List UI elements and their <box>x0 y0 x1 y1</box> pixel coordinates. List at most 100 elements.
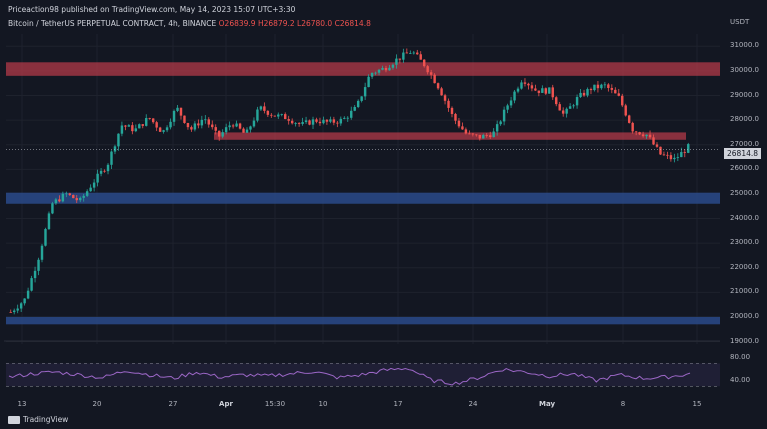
candle-body <box>457 120 461 127</box>
candle-body <box>9 312 12 313</box>
price-tick: 27000.0 <box>730 139 759 148</box>
chart-grid <box>6 34 720 344</box>
candle-body <box>249 126 252 130</box>
candle-body <box>509 100 513 106</box>
last-price-tag: 26814.8 <box>724 148 762 159</box>
candle-body <box>568 106 572 109</box>
candle-body <box>356 100 360 107</box>
price-tick: 25000.0 <box>730 188 759 197</box>
candle-body <box>235 123 238 127</box>
candle-body <box>561 110 565 114</box>
candle-body <box>242 128 245 133</box>
rsi-tick-40: 40.00 <box>730 376 751 384</box>
candle-body <box>23 298 26 304</box>
candle-body <box>224 127 228 133</box>
candle-body <box>391 64 395 68</box>
candle-body <box>40 245 44 260</box>
candle-body <box>110 151 113 165</box>
time-tick: 10 <box>318 400 328 408</box>
price-tick: 28000.0 <box>730 115 759 124</box>
candle-body <box>582 92 586 96</box>
candle-body <box>325 119 329 122</box>
tradingview-icon <box>8 415 20 424</box>
candle-body <box>263 106 266 111</box>
candle-body <box>75 198 78 201</box>
time-tick: 8 <box>620 400 626 408</box>
candle-body <box>572 105 575 107</box>
candle-body <box>82 195 85 198</box>
candle-body <box>294 123 297 124</box>
candle-body <box>221 132 224 137</box>
candle-body <box>603 84 607 86</box>
candle-body <box>648 134 652 138</box>
candle-body <box>687 144 690 153</box>
candle-body <box>127 125 131 127</box>
candle-body <box>593 84 596 91</box>
time-tick: 13 <box>17 400 27 408</box>
candle-body <box>530 85 534 89</box>
candle-body <box>297 123 301 125</box>
candle-body <box>54 199 58 204</box>
candle-body <box>158 127 162 132</box>
candle-body <box>204 119 207 121</box>
candle-body <box>422 59 426 67</box>
candle-body <box>447 100 450 108</box>
candle-body <box>558 104 561 111</box>
candle-body <box>548 87 551 94</box>
candle-body <box>277 114 280 117</box>
candle-body <box>478 134 482 139</box>
candle-body <box>416 52 419 55</box>
candle-body <box>402 52 405 60</box>
support-zone <box>6 316 720 325</box>
candle-body <box>575 97 579 106</box>
candle-body <box>398 58 402 60</box>
time-tick: 27 <box>168 400 178 408</box>
candle-body <box>513 91 516 101</box>
candle-body <box>669 155 673 160</box>
time-tick: 17 <box>393 400 403 408</box>
candle-body <box>165 127 169 131</box>
candle-body <box>634 131 638 133</box>
candle-body <box>502 109 506 122</box>
candle-body <box>308 120 311 125</box>
candle-body <box>627 115 631 123</box>
candle-body <box>47 213 51 230</box>
support-zone <box>6 192 720 204</box>
candle-body <box>99 170 103 174</box>
candle-body <box>607 84 610 88</box>
candle-body <box>329 119 332 122</box>
candle-body <box>259 106 263 110</box>
price-tick: 30000.0 <box>730 65 759 74</box>
candle-body <box>138 124 141 129</box>
candle-body <box>339 118 343 124</box>
candle-body <box>419 54 422 60</box>
candle-body <box>436 83 440 89</box>
candle-body <box>471 133 475 135</box>
candle-body <box>343 117 346 119</box>
candle-body <box>565 108 568 114</box>
price-tick: 20000.0 <box>730 311 759 320</box>
candle-body <box>33 270 37 279</box>
symbol-title: Bitcoin / TetherUS PERPETUAL CONTRACT, 4… <box>8 19 217 28</box>
candle-body <box>492 131 495 138</box>
ohlc-low: L26780.0 <box>297 19 333 28</box>
candle-body <box>617 93 620 96</box>
candle-body <box>238 123 242 129</box>
candle-body <box>624 105 627 116</box>
candle-body <box>151 118 155 123</box>
candle-body <box>673 157 676 160</box>
candle-body <box>384 67 388 71</box>
candle-body <box>89 187 92 192</box>
tradingview-logo[interactable]: TradingView <box>8 415 68 424</box>
candle-body <box>287 119 290 121</box>
price-tick: 26000.0 <box>730 164 759 173</box>
candle-body <box>44 229 47 246</box>
brand-label: TradingView <box>23 415 69 424</box>
candle-body <box>179 107 183 116</box>
time-tick: Apr <box>219 400 233 408</box>
candle-body <box>360 96 363 101</box>
candle-body <box>655 144 659 147</box>
price-tick: 19000.0 <box>730 336 759 345</box>
candle-body <box>638 132 641 135</box>
